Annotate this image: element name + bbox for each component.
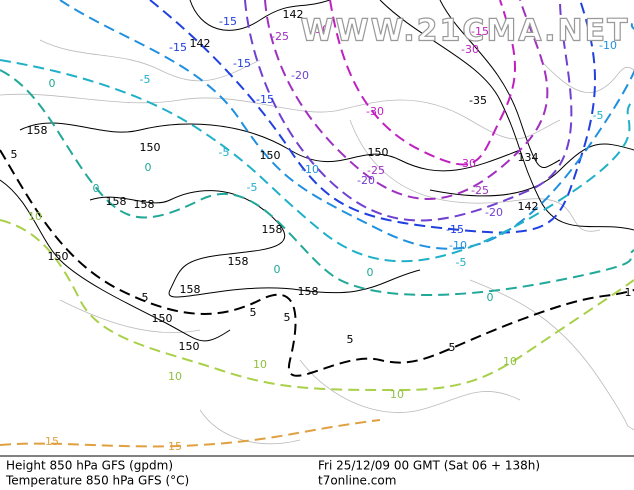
- contour-label: 158: [134, 198, 155, 211]
- contour-label: 1: [625, 286, 632, 299]
- watermark: WWW.21CMA.NET: [300, 14, 629, 49]
- contour-label: -25: [471, 184, 489, 197]
- contour-label: 5: [284, 311, 291, 324]
- contour-label: 150: [260, 149, 281, 162]
- contour-label: -5: [140, 73, 151, 86]
- contour-label: -15: [471, 25, 489, 38]
- contour-label: 134: [518, 151, 539, 164]
- contour-label: -20: [485, 206, 503, 219]
- contour-labels: 142-30-25-15-15 142-15-20-15-30-501581501…: [11, 8, 632, 453]
- contour-label: 10: [503, 355, 517, 368]
- contour-label: -10: [301, 163, 319, 176]
- contour-label: 10: [168, 370, 182, 383]
- temperature-contours: [0, 0, 634, 448]
- contour-label: 5: [142, 291, 149, 304]
- contour-label: 158: [106, 195, 127, 208]
- contour-label: -20: [357, 174, 375, 187]
- contour-label: 0: [49, 77, 56, 90]
- contour-label: 0: [145, 161, 152, 174]
- contour-label: 5: [347, 333, 354, 346]
- contour-label: -5: [219, 146, 230, 159]
- footer-text: Temperature 850 hPa GFS (°C): [5, 474, 189, 488]
- contour-label: -25: [271, 30, 289, 43]
- contour-label: 10: [28, 210, 42, 223]
- contour-label: 15: [45, 435, 59, 448]
- contour-label: 0: [274, 263, 281, 276]
- contour-label: -30: [461, 43, 479, 56]
- contour-label: -10: [599, 39, 617, 52]
- contour-label: -35: [469, 94, 487, 107]
- contour-label: -5: [593, 109, 604, 122]
- contour-label: 158: [228, 255, 249, 268]
- contour-label: 5: [449, 341, 456, 354]
- contour-label: -30: [458, 157, 476, 170]
- contour-label: 0: [367, 266, 374, 279]
- contour-label: -25: [367, 164, 385, 177]
- contour-label: -15: [446, 223, 464, 236]
- contour-label: 5: [250, 306, 257, 319]
- contour-label: -30: [311, 23, 329, 36]
- contour-label: 142: [518, 200, 539, 213]
- contour-label: 158: [27, 124, 48, 137]
- contour-label: 150: [152, 312, 173, 325]
- footer-text: Height 850 hPa GFS (gpdm): [6, 459, 173, 473]
- contour-label: -15: [169, 41, 187, 54]
- contour-label: -5: [247, 181, 258, 194]
- contour-label: 0: [93, 182, 100, 195]
- contour-label: -15: [233, 57, 251, 70]
- contour-label: 10: [253, 358, 267, 371]
- contour-label: 150: [140, 141, 161, 154]
- contour-label: 0: [487, 291, 494, 304]
- contour-label: 150: [48, 250, 69, 263]
- contour-label: 142: [190, 37, 211, 50]
- footer-text: Fri 25/12/09 00 GMT (Sat 06 + 138h): [318, 459, 540, 473]
- footer-text: t7online.com: [318, 474, 396, 488]
- contour-label: 5: [11, 148, 18, 161]
- contour-label: -15: [219, 15, 237, 28]
- contour-label: 15: [168, 440, 182, 453]
- contour-label: 158: [262, 223, 283, 236]
- contour-label: -15: [256, 93, 274, 106]
- contour-label: 142: [283, 8, 304, 21]
- contour-label: 150: [179, 340, 200, 353]
- contour-label: -20: [291, 69, 309, 82]
- contour-label: -30: [366, 105, 384, 118]
- contour-label: -10: [449, 239, 467, 252]
- contour-label: 150: [368, 146, 389, 159]
- contour-label: 10: [390, 388, 404, 401]
- contour-label: 158: [298, 285, 319, 298]
- contour-label: 158: [180, 283, 201, 296]
- contour-label: -5: [456, 256, 467, 269]
- height-contours: [0, 0, 634, 342]
